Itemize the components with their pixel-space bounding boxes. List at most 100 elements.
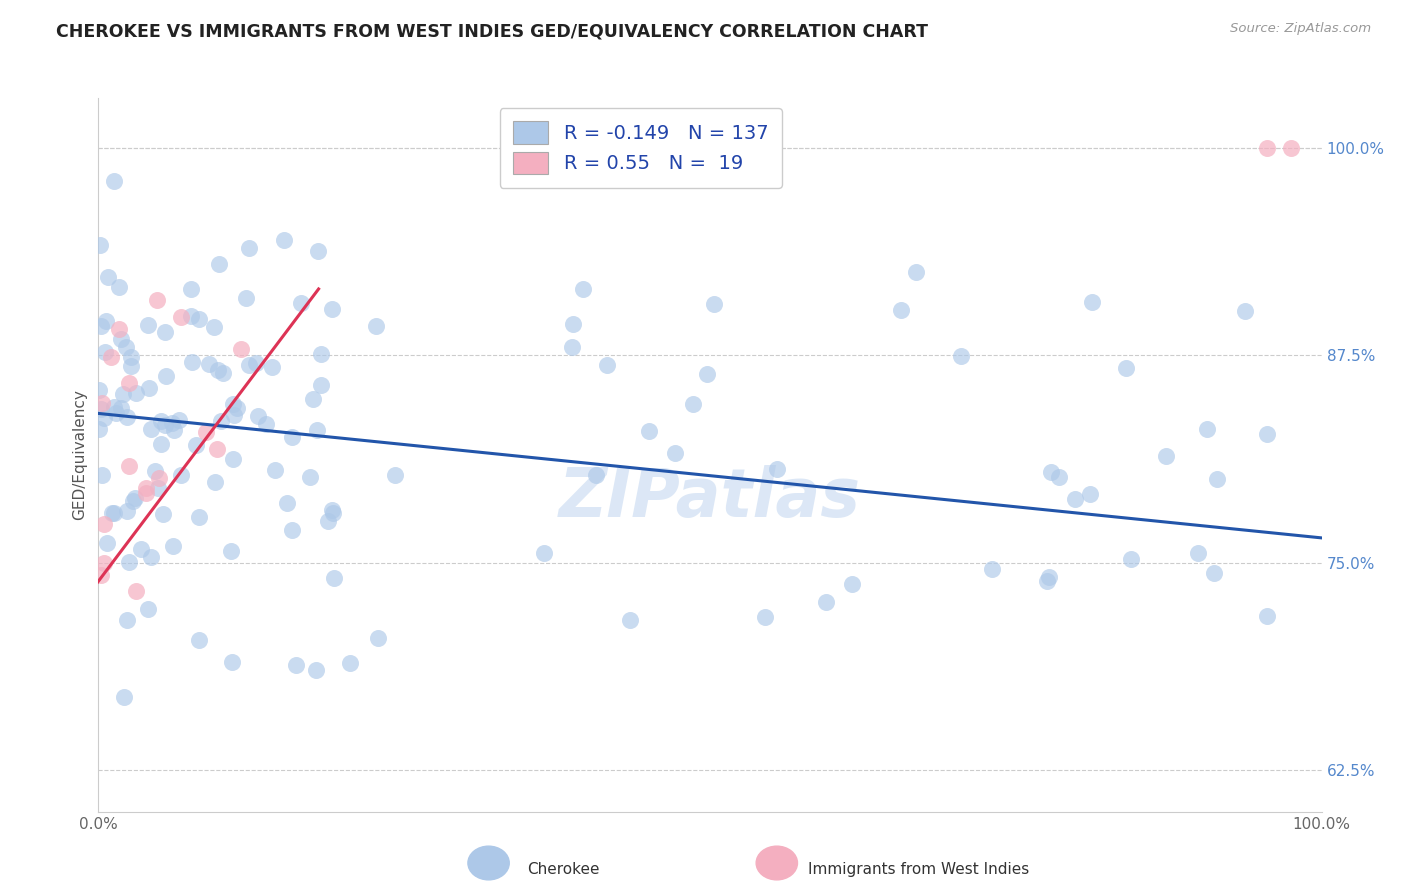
- Point: [1204, 566, 1226, 580]
- Point: [108, 322, 131, 336]
- Point: [316, 514, 339, 528]
- Point: [281, 430, 304, 444]
- Point: [1256, 426, 1278, 441]
- Legend: R = -0.149   N = 137, R = 0.55   N =  19: R = -0.149 N = 137, R = 0.55 N = 19: [499, 108, 782, 187]
- Point: [136, 318, 159, 332]
- Point: [1047, 470, 1070, 484]
- Point: [682, 397, 704, 411]
- Point: [204, 475, 226, 490]
- Point: [93, 516, 115, 531]
- Y-axis label: GED/Equivalency: GED/Equivalency: [72, 390, 87, 520]
- Point: [221, 452, 243, 467]
- Point: [238, 358, 260, 372]
- Point: [155, 368, 177, 383]
- Point: [90, 319, 112, 334]
- Point: [167, 413, 190, 427]
- Circle shape: [468, 847, 509, 880]
- Point: [160, 416, 183, 430]
- Point: [148, 481, 170, 495]
- Point: [90, 468, 112, 483]
- Circle shape: [756, 847, 797, 880]
- Point: [152, 508, 174, 522]
- Text: Source: ZipAtlas.com: Source: ZipAtlas.com: [1230, 22, 1371, 36]
- Point: [115, 613, 138, 627]
- Point: [153, 325, 176, 339]
- Point: [238, 241, 260, 255]
- Point: [1195, 422, 1218, 436]
- Point: [221, 655, 243, 669]
- Point: [90, 396, 112, 410]
- Point: [308, 244, 330, 259]
- Point: [571, 282, 593, 296]
- Point: [90, 402, 112, 417]
- Point: [180, 282, 202, 296]
- Point: [1187, 546, 1209, 560]
- Point: [323, 571, 346, 585]
- Point: [188, 633, 211, 648]
- Point: [1115, 360, 1137, 375]
- Point: [135, 486, 157, 500]
- Point: [202, 320, 225, 334]
- Point: [181, 355, 204, 369]
- Point: [97, 269, 120, 284]
- Point: [101, 506, 124, 520]
- Point: [1064, 491, 1087, 506]
- Point: [124, 386, 146, 401]
- Point: [110, 401, 132, 415]
- Point: [367, 631, 389, 645]
- Point: [93, 556, 115, 570]
- Point: [321, 502, 343, 516]
- Point: [224, 408, 246, 422]
- Point: [117, 555, 139, 569]
- Point: [309, 346, 332, 360]
- Point: [194, 425, 217, 439]
- Point: [1206, 472, 1229, 486]
- Point: [96, 536, 118, 550]
- Point: [129, 542, 152, 557]
- Point: [814, 595, 837, 609]
- Point: [246, 409, 269, 423]
- Point: [207, 363, 229, 377]
- Point: [170, 310, 193, 324]
- Point: [339, 657, 361, 671]
- Point: [264, 463, 287, 477]
- Point: [146, 293, 169, 307]
- Point: [108, 280, 131, 294]
- Point: [1036, 574, 1059, 588]
- Point: [162, 539, 184, 553]
- Point: [302, 392, 325, 406]
- Point: [208, 257, 231, 271]
- Point: [87, 422, 110, 436]
- Point: [905, 265, 928, 279]
- Point: [103, 506, 125, 520]
- Point: [89, 383, 111, 397]
- Point: [562, 318, 585, 332]
- Point: [561, 339, 583, 353]
- Text: ZIPatlas: ZIPatlas: [560, 465, 860, 531]
- Point: [1078, 486, 1101, 500]
- Point: [664, 446, 686, 460]
- Point: [703, 297, 725, 311]
- Point: [94, 314, 117, 328]
- Point: [890, 302, 912, 317]
- Point: [273, 233, 295, 247]
- Point: [254, 417, 277, 432]
- Point: [105, 406, 128, 420]
- Point: [121, 493, 143, 508]
- Point: [205, 442, 228, 457]
- Point: [120, 359, 142, 373]
- Point: [585, 468, 607, 483]
- Point: [115, 504, 138, 518]
- Point: [281, 523, 304, 537]
- Point: [143, 464, 166, 478]
- Point: [950, 350, 973, 364]
- Point: [226, 401, 249, 415]
- Point: [149, 414, 172, 428]
- Point: [110, 332, 132, 346]
- Point: [321, 301, 343, 316]
- Point: [309, 377, 332, 392]
- Point: [638, 424, 661, 438]
- Point: [222, 397, 245, 411]
- Point: [1256, 141, 1278, 155]
- Point: [139, 422, 162, 436]
